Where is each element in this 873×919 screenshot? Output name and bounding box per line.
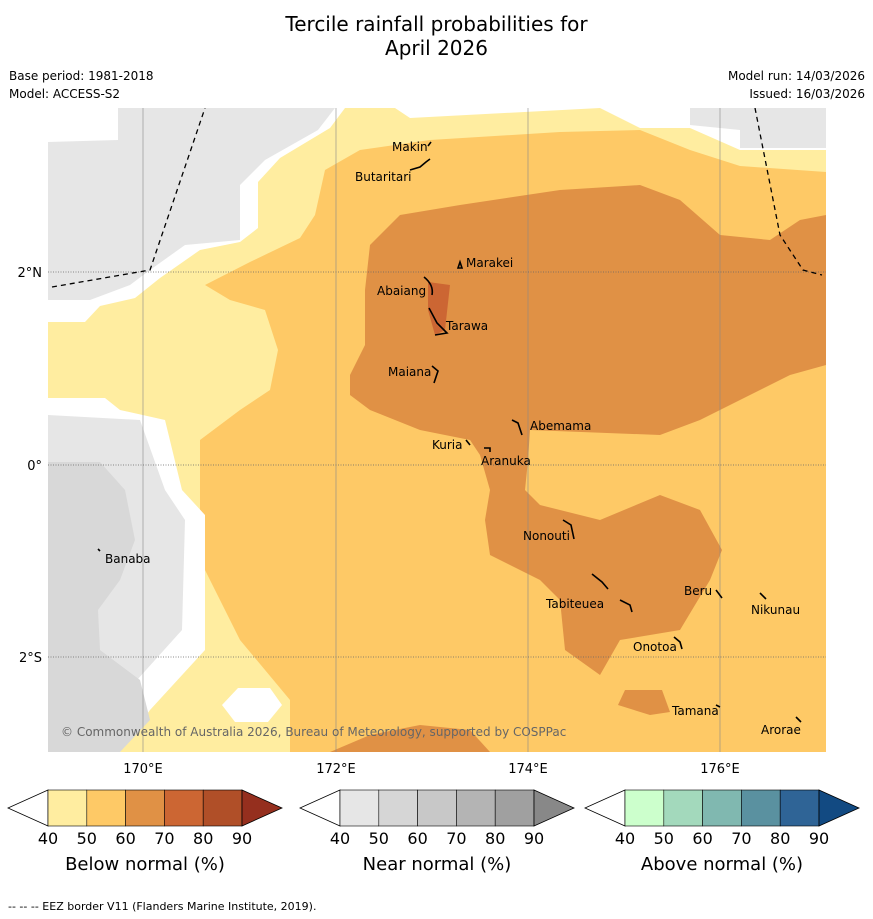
copyright-notice: © Commonwealth of Australia 2026, Bureau… <box>61 725 566 739</box>
island-label: Abemama <box>530 419 591 433</box>
lon-label: 174°E <box>508 762 548 777</box>
colorbar-bin <box>417 789 457 827</box>
colorbar-tick: 60 <box>692 829 713 848</box>
island-outlines <box>97 141 802 723</box>
colorbar-tick: 80 <box>770 829 791 848</box>
island-label: Tabiteuea <box>545 597 604 611</box>
island-label: Maiana <box>388 365 431 379</box>
island-label: Onotoa <box>633 640 677 654</box>
region-orange-south <box>618 690 670 715</box>
colorbar-bin <box>741 789 781 827</box>
colorbar-bin <box>663 789 703 827</box>
colorbar-under-triangle <box>7 789 49 827</box>
colorbar-tick: 60 <box>407 829 428 848</box>
colorbar-tick: 50 <box>368 829 389 848</box>
map-area: Makin Butaritari Marakei Abaiang Tarawa … <box>48 108 826 752</box>
colorbar-tick: 70 <box>446 829 467 848</box>
colorbar-tick: 70 <box>731 829 752 848</box>
lat-label: 2°N <box>18 266 43 281</box>
region-orange-bottom <box>330 725 490 752</box>
lat-label: 2°S <box>19 651 42 666</box>
lon-label: 170°E <box>123 762 163 777</box>
colorbar-tick: 90 <box>231 829 253 848</box>
colorbar-bin <box>702 789 742 827</box>
island-label: Marakei <box>466 256 513 270</box>
island-label: Tamana <box>671 704 719 718</box>
island-label: Nonouti <box>523 529 570 543</box>
colorbar-tick: 60 <box>115 829 136 848</box>
island-label: Butaritari <box>355 170 412 184</box>
white-gap-bottom <box>222 688 282 722</box>
colorbar-bin <box>624 789 665 827</box>
region-below-60-70 <box>428 282 450 335</box>
colorbar-tick: 90 <box>808 829 830 848</box>
island-label: Banaba <box>105 552 151 566</box>
parallel-gridlines <box>48 271 826 658</box>
model-name: Model: ACCESS-S2 <box>9 87 121 101</box>
colorbar-bin <box>339 789 380 827</box>
colorbar-tick: 40 <box>37 829 59 848</box>
gray-bottom-left-darker <box>48 462 150 752</box>
colorbar-bin <box>164 789 204 827</box>
lat-label: 0° <box>27 459 42 474</box>
colorbar-tick: 90 <box>523 829 545 848</box>
colorbar-bin <box>779 789 820 827</box>
colorbar-under-triangle <box>584 789 626 827</box>
lon-label: 172°E <box>316 762 356 777</box>
issued-date: Issued: 16/03/2026 <box>749 87 865 101</box>
colorbar-bin <box>378 789 418 827</box>
region-below-50-60-orange <box>350 185 826 675</box>
colorbar-tick: 80 <box>485 829 506 848</box>
colorbar-bin <box>456 789 496 827</box>
colorbars <box>7 789 860 827</box>
island-label: Beru <box>684 584 712 598</box>
colorbar-bin <box>125 789 165 827</box>
colorbar-tick: 40 <box>329 829 351 848</box>
base-period: Base period: 1981-2018 <box>9 69 154 83</box>
colorbar-bin <box>494 789 535 827</box>
colorbar-tick: 70 <box>154 829 175 848</box>
colorbar-over-triangle <box>818 789 860 827</box>
colorbar-over-triangle <box>533 789 575 827</box>
lon-label: 176°E <box>700 762 740 777</box>
colorbar-label: Above normal (%) <box>640 854 804 875</box>
island-labels: Makin Butaritari Marakei Abaiang Tarawa … <box>105 140 801 737</box>
meridian-gridlines <box>142 108 721 752</box>
model-run: Model run: 14/03/2026 <box>727 69 865 83</box>
colorbar-tick: 80 <box>193 829 214 848</box>
island-label: Arorae <box>761 723 801 737</box>
gray-top-left <box>48 108 335 300</box>
title-line-2: April 2026 <box>385 36 488 60</box>
colorbar-tick: 50 <box>653 829 674 848</box>
colorbar-over-triangle <box>241 789 283 827</box>
eez-legend-footer: -- -- -- EEZ border V11 (Flanders Marine… <box>8 900 317 913</box>
colorbar-label: Below normal (%) <box>65 854 225 875</box>
island-label: Nikunau <box>751 603 800 617</box>
colorbar-tick: 50 <box>76 829 97 848</box>
gray-top-right <box>690 108 826 148</box>
colorbar-bin <box>202 789 243 827</box>
island-label: Tarawa <box>445 319 488 333</box>
colorbar-bin <box>47 789 88 827</box>
island-label: Makin <box>392 140 428 154</box>
eez-border <box>51 108 823 288</box>
colorbar-bin <box>86 789 126 827</box>
colorbar-tick: 40 <box>614 829 636 848</box>
colorbar-label: Near normal (%) <box>362 854 512 875</box>
island-label: Abaiang <box>377 284 426 298</box>
island-label: Kuria <box>432 438 463 452</box>
colorbar-under-triangle <box>299 789 341 827</box>
island-label: Aranuka <box>481 454 531 468</box>
axis-labels: 2°N 0° 2°S 170°E 172°E 174°E 176°E <box>18 266 740 777</box>
title-line-1: Tercile rainfall probabilities for <box>285 12 588 36</box>
